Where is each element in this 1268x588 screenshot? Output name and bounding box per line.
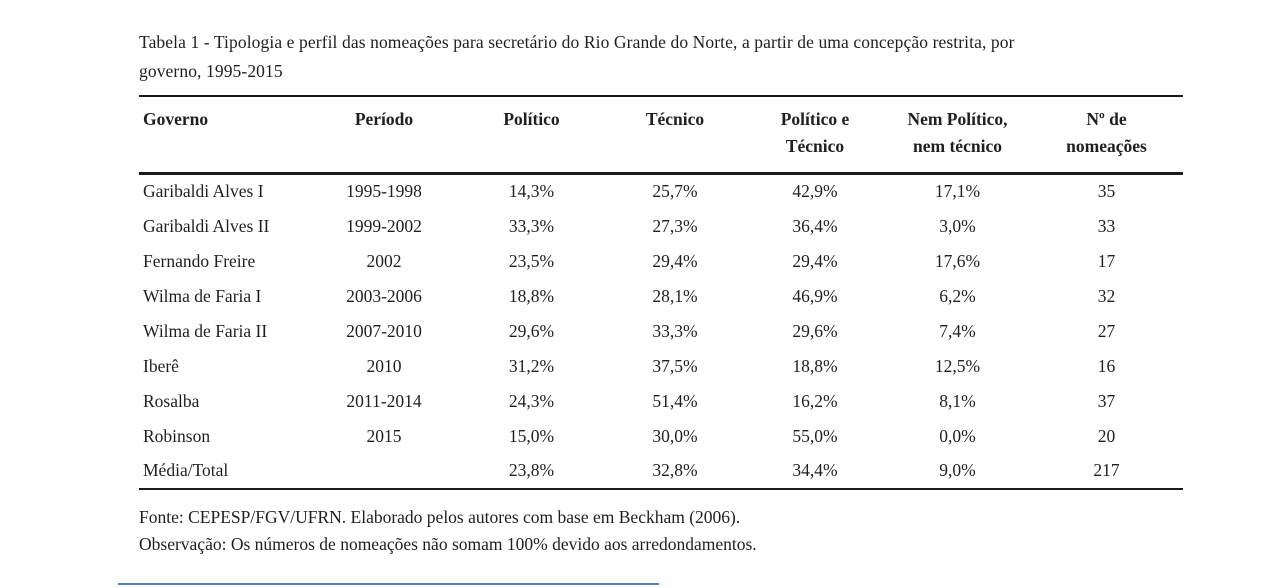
table-cell: Wilma de Faria II bbox=[143, 320, 268, 341]
table-cell: 34,4% bbox=[792, 460, 838, 480]
table-cell: 30,0% bbox=[652, 425, 698, 446]
table-cell: 25,7% bbox=[652, 181, 698, 202]
column-header: Período bbox=[310, 96, 458, 175]
table-cell: 33,3% bbox=[508, 215, 555, 236]
table-cell: 14,3% bbox=[508, 181, 555, 202]
table-cell: Média/Total bbox=[143, 460, 229, 480]
table-title: Tabela 1 - Tipologia e perfil das nomeaç… bbox=[139, 32, 1015, 81]
table-cell: 2015 bbox=[366, 425, 402, 446]
table-cell: 16 bbox=[1097, 355, 1116, 376]
table-cell: 23,5% bbox=[508, 250, 555, 271]
table-body: Garibaldi Alves I 1995-1998 14,3% 25,7% 42,9… bbox=[139, 174, 1183, 489]
column-header: Político bbox=[458, 96, 605, 175]
column-header: Nº de nomeações bbox=[1030, 96, 1183, 175]
table-cell: 3,0% bbox=[939, 215, 976, 236]
table-row: Média/Total 23,8% 32,8% 34,4% 9,0% 217 bbox=[139, 454, 1183, 489]
table-cell: 37 bbox=[1097, 390, 1116, 411]
table-cell: 29,6% bbox=[508, 320, 555, 341]
table-cell: 7,4% bbox=[939, 320, 976, 341]
table-cell: 33 bbox=[1097, 215, 1116, 236]
table-cell: 6,2% bbox=[939, 285, 976, 306]
table-cell: 33,3% bbox=[652, 320, 698, 341]
header-row: Governo Período Político Técnico Político e … bbox=[139, 96, 1183, 175]
column-header: Governo bbox=[139, 96, 310, 175]
table-cell: 27,3% bbox=[652, 215, 698, 236]
table-cell: 12,5% bbox=[934, 355, 981, 376]
table-cell: 18,8% bbox=[792, 355, 838, 376]
footer-notes: Fonte: CEPESP/FGV/UFRN. Elaborado pelos … bbox=[139, 504, 1183, 558]
table-cell: 29,4% bbox=[792, 250, 838, 271]
column-header: Técnico bbox=[605, 96, 745, 175]
table-cell: 29,6% bbox=[792, 320, 838, 341]
table-cell: 20 bbox=[1097, 425, 1116, 446]
table-cell: Robinson bbox=[143, 425, 211, 446]
document-page: Tabela 1 - Tipologia e perfil das nomeaç… bbox=[139, 28, 1183, 558]
table-cell: 17 bbox=[1097, 250, 1116, 271]
table-row: Garibaldi Alves I 1995-1998 14,3% 25,7% 42,9… bbox=[139, 174, 1183, 209]
table-cell: 217 bbox=[1093, 460, 1120, 480]
table-cell: 2003-2006 bbox=[346, 285, 422, 306]
table-cell: 1999-2002 bbox=[346, 215, 422, 236]
table-cell: Fernando Freire bbox=[143, 250, 256, 271]
table-cell: 0,0% bbox=[939, 425, 976, 446]
table-cell: 17,6% bbox=[934, 250, 981, 271]
table-cell: 9,0% bbox=[939, 460, 976, 480]
table-cell: 2007-2010 bbox=[346, 320, 422, 341]
rounding-note: Observação: Os números de nomeações não … bbox=[139, 533, 757, 554]
table-cell: 32 bbox=[1097, 285, 1116, 306]
table-cell: 27 bbox=[1097, 320, 1116, 341]
table-row: Garibaldi Alves II 1999-2002 33,3% 27,3% 36,… bbox=[139, 209, 1183, 244]
table-cell: 29,4% bbox=[652, 250, 698, 271]
table-cell: Iberê bbox=[143, 355, 179, 376]
table-cell: 8,1% bbox=[939, 390, 976, 411]
table-cell: 28,1% bbox=[652, 285, 698, 306]
table-cell: 2010 bbox=[366, 355, 402, 376]
table-row: Fernando Freire 2002 23,5% 29,4% 29,4% 17,6% 1… bbox=[139, 244, 1183, 279]
table-cell bbox=[310, 454, 458, 489]
table-cell: 2002 bbox=[366, 250, 402, 271]
table-cell: 37,5% bbox=[652, 355, 698, 376]
table-cell: 55,0% bbox=[792, 425, 838, 446]
table-cell: 2011-2014 bbox=[346, 390, 422, 411]
table-cell: 17,1% bbox=[934, 181, 981, 202]
table-cell: 42,9% bbox=[792, 181, 838, 202]
table-cell: Wilma de Faria I bbox=[143, 285, 262, 306]
table-row: Rosalba 2011-2014 24,3% 51,4% 16,2% 8,1% 37 bbox=[139, 384, 1183, 419]
table-cell: 32,8% bbox=[652, 460, 698, 480]
table-cell: Rosalba bbox=[143, 390, 200, 411]
table-cell: 24,3% bbox=[508, 390, 555, 411]
source-note: Fonte: CEPESP/FGV/UFRN. Elaborado pelos … bbox=[139, 506, 741, 527]
table-cell: Garibaldi Alves I bbox=[143, 181, 264, 202]
table-row: Wilma de Faria II 2007-2010 29,6% 33,3% 29,6… bbox=[139, 314, 1183, 349]
table-cell: 35 bbox=[1097, 181, 1116, 202]
table-cell: 51,4% bbox=[652, 390, 698, 411]
appointments-table: Governo Período Político Técnico Político e … bbox=[139, 95, 1183, 490]
table-cell: 36,4% bbox=[792, 215, 838, 236]
table-cell: 16,2% bbox=[792, 390, 838, 411]
table-cell: 31,2% bbox=[508, 355, 555, 376]
table-row: Robinson 2015 15,0% 30,0% 55,0% 0,0% 20 bbox=[139, 419, 1183, 454]
table-cell: 23,8% bbox=[508, 460, 555, 480]
table-row: Iberê 2010 31,2% 37,5% 18,8% 12,5% 16 bbox=[139, 349, 1183, 384]
table-header: Governo Período Político Técnico Político e … bbox=[139, 96, 1183, 175]
table-cell: 46,9% bbox=[792, 285, 838, 306]
column-header: Nem Político, nem técnico bbox=[885, 96, 1030, 175]
table-cell: Garibaldi Alves II bbox=[143, 215, 270, 236]
bottom-rule bbox=[118, 583, 659, 585]
table-row: Wilma de Faria I 2003-2006 18,8% 28,1% 46,9%… bbox=[139, 279, 1183, 314]
column-header: Político e Técnico bbox=[745, 96, 885, 175]
table-cell: 15,0% bbox=[508, 425, 555, 446]
table-cell: 1995-1998 bbox=[346, 181, 422, 202]
table-cell: 18,8% bbox=[508, 285, 555, 306]
